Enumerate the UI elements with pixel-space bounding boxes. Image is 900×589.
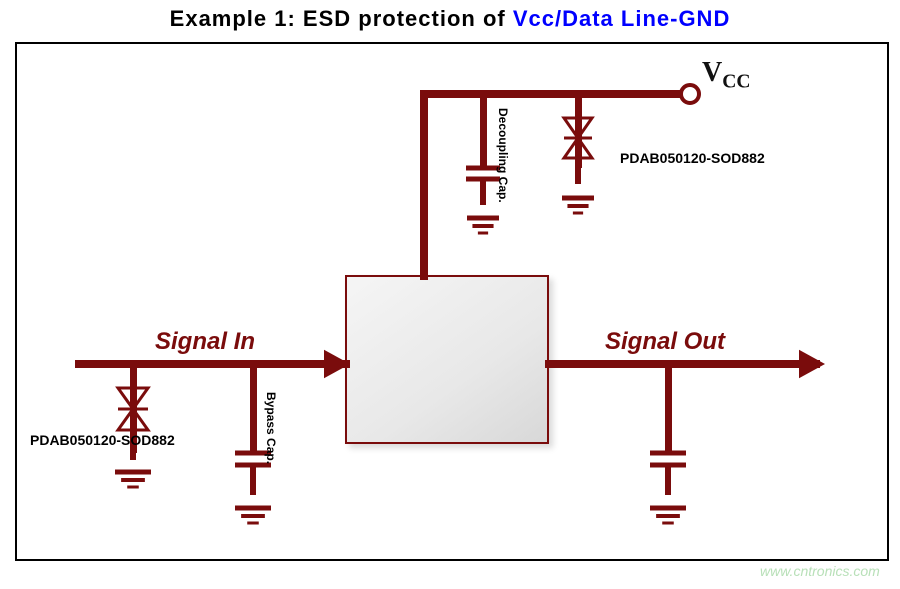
- signal-out-label: Signal Out: [605, 328, 725, 356]
- vcc-label: VCC: [702, 57, 751, 94]
- vcc-terminal-ring: [681, 85, 699, 103]
- tvs-lower-tvs-in: [118, 409, 148, 430]
- arrowhead-arrow-out: [799, 350, 825, 379]
- watermark-text: www.cntronics.com: [760, 563, 880, 579]
- arrowhead-arrow-in: [324, 350, 350, 379]
- signal-in-label: Signal In: [155, 328, 255, 356]
- schematic-overlay: [0, 0, 900, 589]
- tvs-upper-tvs-in: [118, 388, 148, 409]
- bypass-cap-label: Bypass Cap.: [264, 392, 278, 464]
- part-number-in-label: PDAB050120-SOD882: [30, 432, 175, 448]
- tvs-upper-tvs-vcc: [564, 118, 592, 138]
- part-number-vcc-label: PDAB050120-SOD882: [620, 150, 765, 166]
- tvs-lower-tvs-vcc: [564, 138, 592, 158]
- decoupling-cap-label: Decoupling Cap.: [496, 108, 510, 203]
